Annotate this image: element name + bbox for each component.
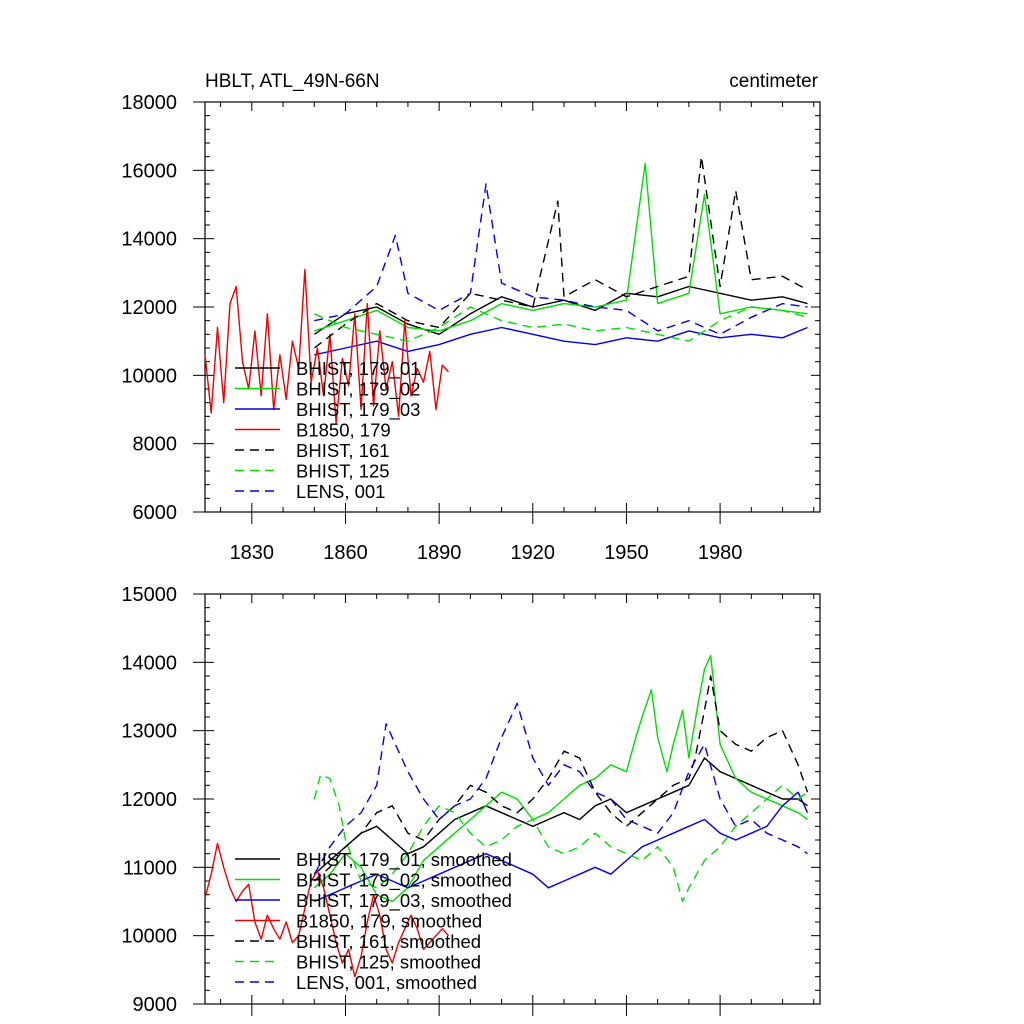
bottom-panel: 9000 10000 11000 12000 13000 14000 15000 BHIST,… (121, 584, 821, 1016)
x-tick-label: 1980 (698, 542, 743, 564)
y-tick-label: 8000 (133, 434, 178, 456)
legend-label: BHIST, 179_02, smoothed (296, 870, 512, 892)
legend-label: B1850, 179, smoothed (296, 911, 482, 932)
legend-label: BHIST, 179_03 (296, 399, 420, 421)
series-line (204, 842, 450, 978)
x-tick-label: 1920 (511, 542, 556, 564)
y-tick-label: 10000 (121, 365, 177, 387)
series-line (313, 702, 808, 875)
legend-label: BHIST, 161, smoothed (296, 931, 481, 952)
y-tick-label: 6000 (133, 502, 178, 524)
top-panel: HBLT, ATL_49N-66N centimeter 6000 8000 10000… (121, 71, 821, 564)
chart-title: HBLT, ATL_49N-66N (205, 71, 380, 92)
legend-label: BHIST, 179_01, smoothed (296, 849, 512, 871)
series-line (313, 774, 808, 903)
legend-label: BHIST, 179_01 (296, 358, 420, 380)
legend-label: BHIST, 179_03, smoothed (296, 890, 512, 912)
y-tick-label: 16000 (121, 160, 177, 182)
series-line (313, 155, 808, 349)
series-line (204, 268, 450, 424)
y-tick-label: 15000 (121, 584, 177, 606)
series-line (313, 757, 808, 875)
series-line (314, 162, 808, 332)
legend-label: BHIST, 125, smoothed (296, 952, 481, 973)
units-label: centimeter (729, 71, 818, 92)
x-tick-label: 1830 (230, 542, 275, 564)
y-tick-label: 14000 (121, 229, 177, 251)
series-line (314, 326, 808, 356)
y-tick-label: 11000 (123, 857, 177, 879)
legend-label: LENS, 001, smoothed (296, 972, 477, 993)
legend-label: BHIST, 125 (296, 461, 390, 482)
y-tick-label: 9000 (133, 994, 178, 1016)
y-tick-label: 12000 (121, 297, 177, 319)
y-tick-label: 10000 (121, 926, 177, 948)
series-line (313, 285, 808, 335)
y-tick-label: 14000 (121, 652, 177, 674)
series-line (313, 675, 809, 882)
series-line (314, 791, 809, 903)
legend-label: B1850, 179 (296, 420, 391, 441)
y-tick-label: 18000 (121, 92, 177, 114)
x-tick-label: 1860 (323, 542, 368, 564)
x-tick-label: 1950 (604, 542, 649, 564)
series-line (314, 183, 808, 335)
series-line (314, 306, 808, 342)
series-line (313, 654, 808, 903)
y-tick-label: 12000 (121, 789, 177, 811)
legend-label: LENS, 001 (296, 481, 385, 502)
legend-label: BHIST, 179_02 (296, 379, 420, 401)
legend-label: BHIST, 161 (296, 440, 390, 461)
x-tick-label: 1890 (417, 542, 462, 564)
y-tick-label: 13000 (121, 721, 177, 743)
